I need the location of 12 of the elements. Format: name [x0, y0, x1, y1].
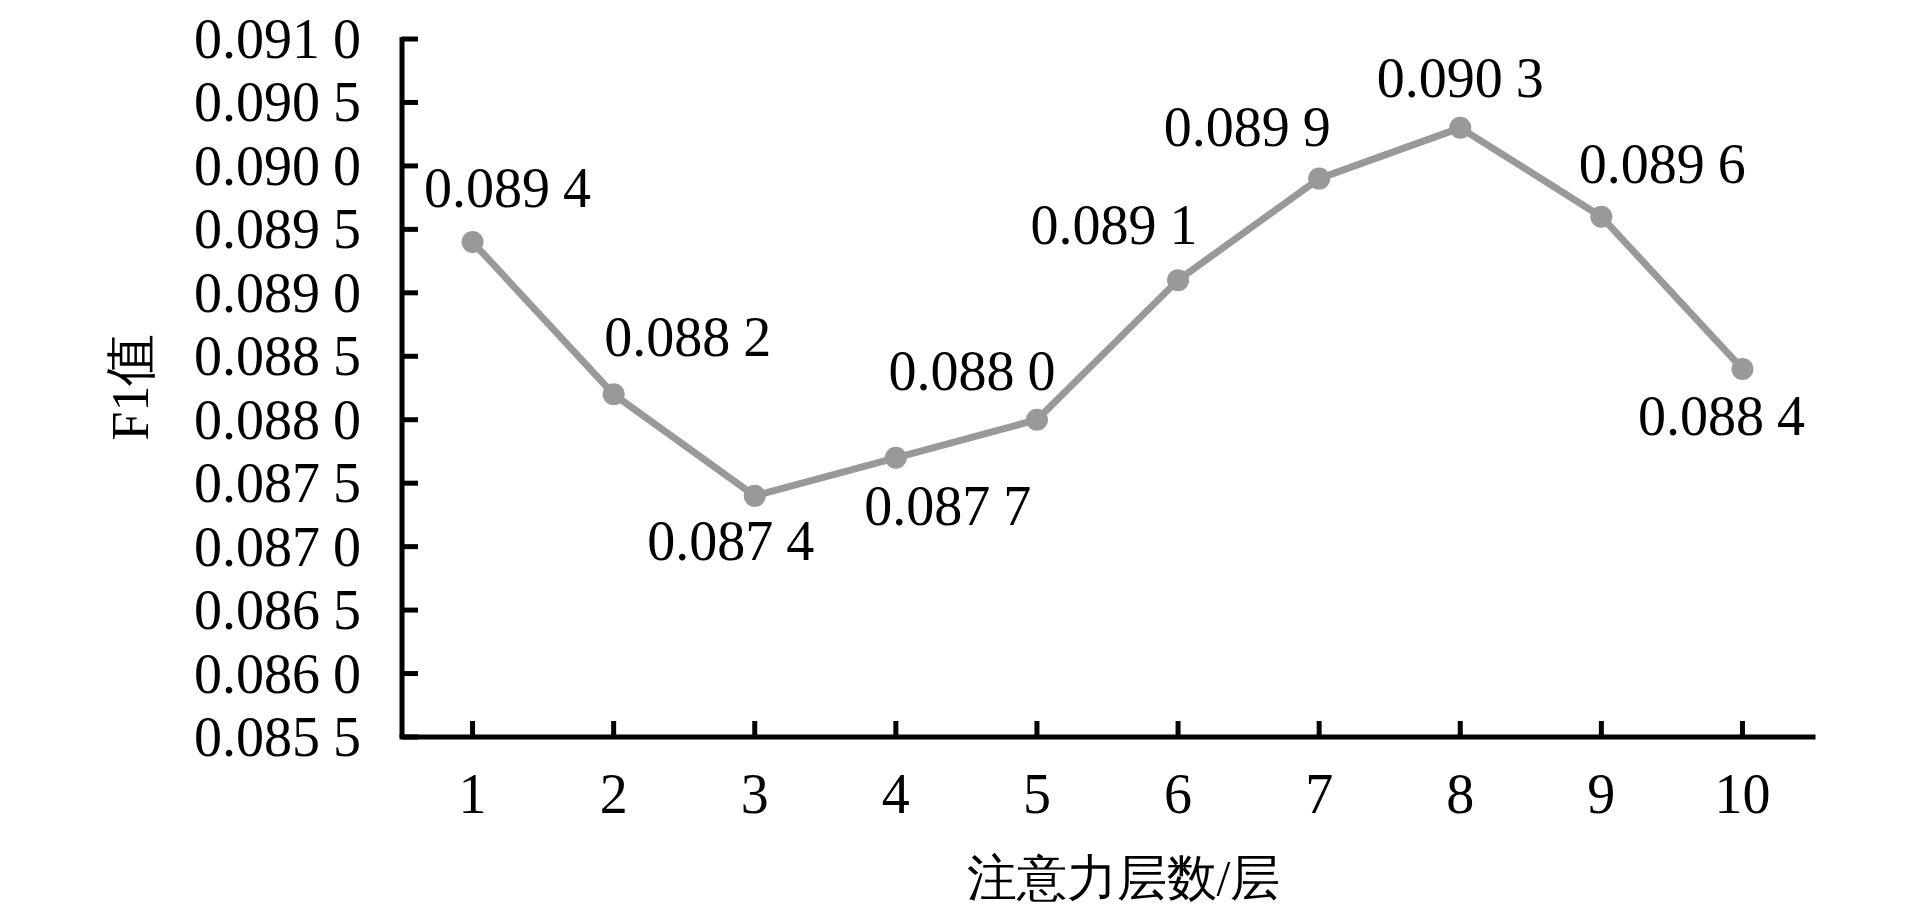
point — [1167, 269, 1190, 292]
point — [743, 484, 766, 507]
point — [884, 446, 907, 469]
point — [1025, 408, 1048, 431]
point — [602, 383, 625, 406]
point — [1731, 357, 1754, 380]
ylabel: F1值 — [101, 333, 159, 441]
xlabel: 注意力层数/层 — [966, 850, 1281, 906]
point — [461, 231, 484, 254]
point — [1590, 205, 1613, 228]
point — [1308, 167, 1331, 190]
point — [1449, 116, 1472, 139]
